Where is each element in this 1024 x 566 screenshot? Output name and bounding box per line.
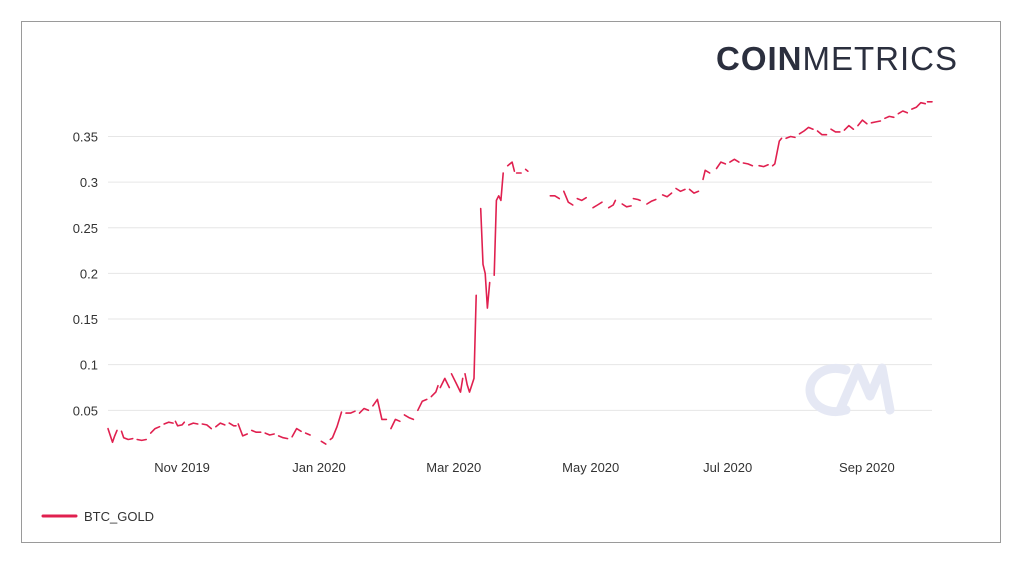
legend-label-btc-gold: BTC_GOLD [84,509,154,524]
series-line-segment [450,372,464,393]
series-line-segment [163,421,174,425]
series-line-segment [549,195,561,200]
series-line-segment [372,398,388,421]
series-line-segment [758,164,769,168]
series-btc-gold [107,101,933,445]
cm-watermark-icon [805,363,895,416]
series-line-segment [506,161,516,172]
y-tick-label: 0.25 [73,221,98,236]
x-tick-label: Jul 2020 [703,460,752,475]
x-tick-label: Nov 2019 [154,460,210,475]
series-line-segment [493,172,505,277]
series-line-segment [843,124,855,131]
series-line-segment [277,435,289,440]
series-line-segment [439,377,451,389]
series-line-segment [870,120,882,124]
y-axis: 0.05 0.1 0.15 0.2 0.25 0.3 0.35 [73,130,98,419]
series-line-segment [291,427,302,438]
series-line-segment [149,425,161,434]
series-line-segment [174,420,186,427]
series-line-segment [830,128,841,133]
series-line-segment [702,169,711,181]
series-line-segment [403,414,415,421]
series-line-segment [771,137,783,167]
y-tick-label: 0.3 [80,175,98,190]
series-line-segment [264,432,275,436]
series-line-segment [320,440,327,445]
y-tick-label: 0.05 [73,403,98,418]
series-line-segment [857,119,868,127]
grid-lines [108,136,932,411]
series-line-segment [358,407,370,414]
chart-frame: COINMETRICS [21,21,1001,543]
series-line-segment [228,422,237,427]
series-line-segment [884,115,895,120]
series-line-segment [785,135,796,140]
series-line-segment [479,207,491,309]
series-line-segment [390,418,401,430]
series-line-segment [688,188,700,194]
x-tick-label: Mar 2020 [426,460,481,475]
series-line-segment [416,398,428,412]
series-line-segment [798,126,814,135]
series-line-segment [816,130,828,136]
coinmetrics-logo: COINMETRICS [716,40,958,78]
y-tick-label: 0.15 [73,312,98,327]
x-axis: Nov 2019 Jan 2020 Mar 2020 May 2020 Jul 2020… [154,460,894,475]
series-line-segment [201,423,213,430]
series-line-segment [910,101,927,110]
series-line-segment [675,187,686,193]
series-line-segment [136,438,147,442]
series-line-segment [329,411,343,441]
series-line-segment [524,168,529,172]
logo-text-metrics: METRICS [802,40,958,77]
series-line-segment [592,201,603,209]
series-line-segment [621,203,632,208]
x-tick-label: Sep 2020 [839,460,895,475]
y-tick-label: 0.2 [80,266,98,281]
series-line-segment [237,423,248,437]
y-tick-label: 0.35 [73,130,98,145]
series-line-segment [345,410,356,414]
series-line-segment [661,192,673,198]
series-line-segment [632,197,641,202]
series-line-segment [715,161,727,170]
x-tick-label: Jan 2020 [292,460,346,475]
series-line-segment [464,294,478,393]
series-line-segment [304,432,311,436]
series-line-segment [120,430,134,441]
series-line-segment [646,198,657,205]
y-tick-label: 0.1 [80,358,98,373]
series-line-segment [576,196,588,202]
series-line-segment [188,422,199,426]
series-line-segment [729,158,740,163]
series-line-segment [562,190,574,206]
series-line-segment [607,199,617,209]
series-line-segment [215,422,226,428]
series-line-segment [430,384,439,398]
series-line-segment [742,162,754,167]
series-line-segment [107,427,118,444]
logo-text-coin: COIN [716,40,803,77]
legend: BTC_GOLD [41,509,154,524]
series-line-segment [897,110,909,115]
series-line-segment [250,429,262,434]
x-tick-label: May 2020 [562,460,619,475]
